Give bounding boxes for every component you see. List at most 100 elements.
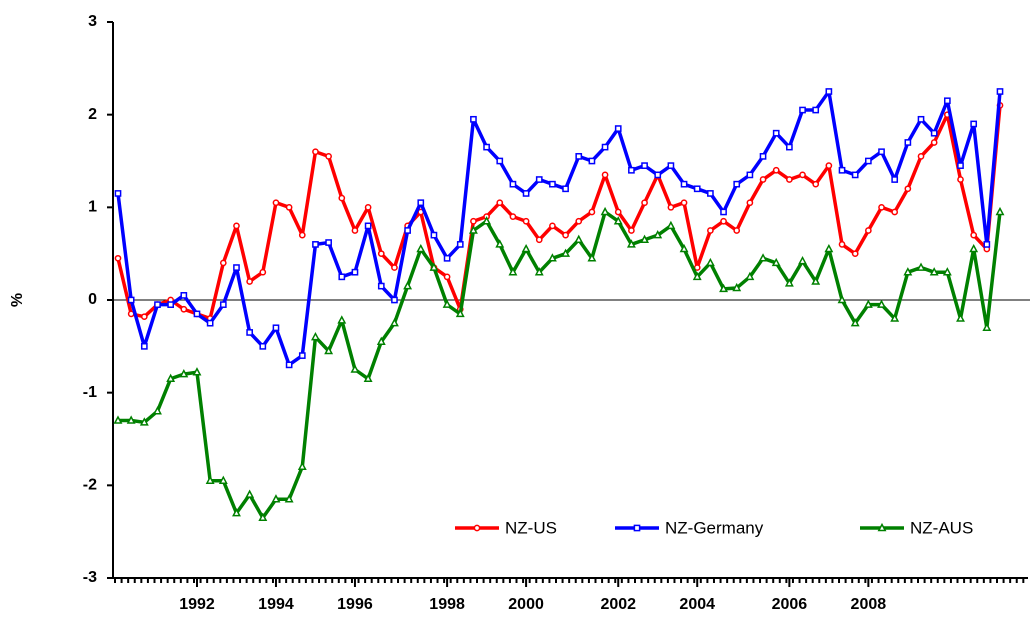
data-point xyxy=(812,180,820,188)
data-point xyxy=(786,143,793,151)
data-point xyxy=(364,222,372,230)
data-point xyxy=(904,139,912,146)
data-point xyxy=(495,239,505,248)
data-point xyxy=(666,220,676,230)
data-point xyxy=(139,417,149,426)
data-point xyxy=(916,262,926,271)
data-point xyxy=(509,180,517,188)
data-point xyxy=(969,243,979,253)
data-point xyxy=(324,345,334,355)
data-point xyxy=(443,254,451,262)
data-point xyxy=(786,176,793,183)
legend-item: NZ-Germany xyxy=(615,518,764,537)
data-point xyxy=(376,336,386,345)
data-point xyxy=(641,199,648,207)
data-point xyxy=(154,301,161,308)
data-point xyxy=(113,415,123,424)
data-point xyxy=(219,301,227,308)
data-point xyxy=(614,208,622,216)
data-point xyxy=(877,299,886,308)
data-point xyxy=(891,176,899,183)
data-point xyxy=(351,227,359,234)
data-point xyxy=(338,273,346,281)
data-point xyxy=(456,241,464,248)
data-point xyxy=(837,294,847,304)
data-point xyxy=(917,153,925,160)
x-tick-label: 1992 xyxy=(179,596,215,613)
data-point xyxy=(535,236,543,244)
data-point xyxy=(929,267,939,276)
data-point xyxy=(562,185,569,193)
data-point xyxy=(784,278,794,287)
x-tick-label: 2008 xyxy=(851,596,887,613)
data-point xyxy=(193,310,201,318)
data-point xyxy=(312,148,319,156)
data-point xyxy=(863,299,873,308)
data-point xyxy=(192,367,202,376)
data-point xyxy=(626,239,636,248)
data-point xyxy=(259,342,267,350)
data-point xyxy=(588,157,596,165)
data-point xyxy=(417,199,425,207)
data-point xyxy=(285,203,293,211)
x-tick-label: 2004 xyxy=(679,596,715,613)
legend-label: NZ-Germany xyxy=(665,518,764,537)
data-point xyxy=(325,239,332,246)
data-point xyxy=(970,231,978,239)
data-point xyxy=(496,199,504,207)
data-point xyxy=(720,217,727,225)
legend-label: NZ-US xyxy=(505,518,557,537)
data-point xyxy=(746,171,754,179)
data-point xyxy=(521,243,531,253)
x-tick-label: 1998 xyxy=(429,596,465,613)
data-point xyxy=(114,190,122,197)
data-point xyxy=(917,115,925,123)
data-point xyxy=(878,148,885,156)
data-point xyxy=(483,143,490,151)
data-point xyxy=(733,227,741,234)
data-point xyxy=(284,494,294,503)
data-point xyxy=(865,157,872,165)
data-point xyxy=(838,166,846,174)
data-point xyxy=(246,278,253,285)
data-point xyxy=(442,299,452,308)
legend-label: NZ-AUS xyxy=(910,518,973,537)
data-point xyxy=(205,475,215,484)
x-tick-label: 2002 xyxy=(600,596,636,613)
data-point xyxy=(758,253,768,262)
data-point xyxy=(245,489,255,498)
data-point xyxy=(337,315,347,324)
data-point xyxy=(890,313,900,322)
data-point xyxy=(970,120,978,128)
data-point xyxy=(470,217,477,225)
data-point xyxy=(522,217,530,225)
data-point xyxy=(377,282,385,290)
data-point xyxy=(391,264,398,271)
data-point xyxy=(429,262,439,271)
data-point xyxy=(272,324,280,332)
data-point xyxy=(904,185,912,193)
data-point xyxy=(733,180,741,188)
data-point xyxy=(561,248,571,257)
y-tick-label: 1 xyxy=(88,199,97,216)
data-point xyxy=(285,361,293,369)
data-point xyxy=(759,153,767,160)
data-point xyxy=(179,369,189,378)
data-point xyxy=(628,227,635,234)
data-point xyxy=(812,106,820,114)
data-point xyxy=(298,231,306,239)
data-point xyxy=(312,241,319,248)
data-point xyxy=(180,292,188,299)
data-point xyxy=(180,305,188,313)
data-point xyxy=(799,106,806,114)
data-point xyxy=(535,176,543,183)
data-point xyxy=(126,415,136,424)
x-tick-label: 2000 xyxy=(508,596,544,613)
data-point xyxy=(653,230,663,239)
y-tick-label: 3 xyxy=(88,13,97,30)
data-point xyxy=(233,264,240,271)
data-point xyxy=(654,171,662,179)
data-point xyxy=(903,267,913,276)
data-point xyxy=(470,115,477,123)
